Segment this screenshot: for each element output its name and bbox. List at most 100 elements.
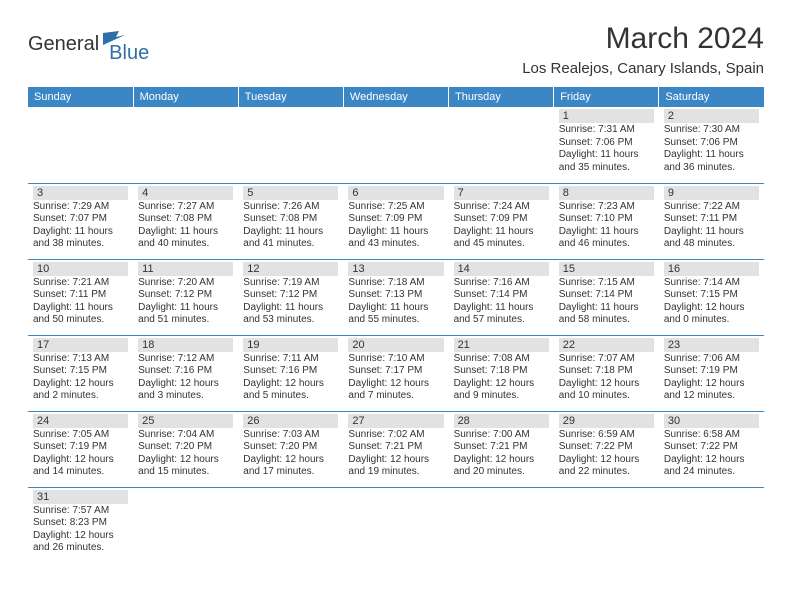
sunrise-text: Sunrise: 7:27 AM [138,201,233,214]
day-details: Sunrise: 6:58 AMSunset: 7:22 PMDaylight:… [664,428,759,479]
location: Los Realejos, Canary Islands, Spain [522,60,764,77]
calendar-cell: 5Sunrise: 7:26 AMSunset: 7:08 PMDaylight… [238,183,343,259]
logo: General Blue [28,24,149,65]
day-details: Sunrise: 7:29 AMSunset: 7:07 PMDaylight:… [33,200,128,251]
calendar-cell [343,107,448,183]
day-details: Sunrise: 7:31 AMSunset: 7:06 PMDaylight:… [559,123,654,174]
sunrise-text: Sunrise: 7:26 AM [243,201,338,214]
daylight-text: Daylight: 11 hours and 41 minutes. [243,226,338,251]
daylight-text: Daylight: 11 hours and 43 minutes. [348,226,443,251]
calendar-cell: 25Sunrise: 7:04 AMSunset: 7:20 PMDayligh… [133,411,238,487]
day-header: Tuesday [238,87,343,107]
sunrise-text: Sunrise: 7:21 AM [33,277,128,290]
calendar-body: 1Sunrise: 7:31 AMSunset: 7:06 PMDaylight… [28,107,764,563]
day-details: Sunrise: 7:26 AMSunset: 7:08 PMDaylight:… [243,200,338,251]
daylight-text: Daylight: 12 hours and 9 minutes. [454,378,549,403]
day-details: Sunrise: 7:23 AMSunset: 7:10 PMDaylight:… [559,200,654,251]
sunset-text: Sunset: 7:22 PM [559,441,654,454]
calendar-cell: 7Sunrise: 7:24 AMSunset: 7:09 PMDaylight… [449,183,554,259]
sunset-text: Sunset: 7:20 PM [243,441,338,454]
calendar-row: 1Sunrise: 7:31 AMSunset: 7:06 PMDaylight… [28,107,764,183]
day-header: Thursday [449,87,554,107]
sunset-text: Sunset: 7:11 PM [33,289,128,302]
sunrise-text: Sunrise: 7:15 AM [559,277,654,290]
day-details: Sunrise: 7:15 AMSunset: 7:14 PMDaylight:… [559,276,654,327]
day-number: 10 [33,262,128,276]
sunrise-text: Sunrise: 7:16 AM [454,277,549,290]
daylight-text: Daylight: 12 hours and 7 minutes. [348,378,443,403]
sunrise-text: Sunrise: 6:58 AM [664,429,759,442]
sunrise-text: Sunrise: 7:04 AM [138,429,233,442]
calendar-cell: 19Sunrise: 7:11 AMSunset: 7:16 PMDayligh… [238,335,343,411]
sunset-text: Sunset: 7:08 PM [243,213,338,226]
sunrise-text: Sunrise: 7:18 AM [348,277,443,290]
sunset-text: Sunset: 7:18 PM [454,365,549,378]
calendar-cell: 14Sunrise: 7:16 AMSunset: 7:14 PMDayligh… [449,259,554,335]
calendar-cell [449,487,554,563]
sunrise-text: Sunrise: 7:12 AM [138,353,233,366]
sunset-text: Sunset: 7:12 PM [138,289,233,302]
daylight-text: Daylight: 11 hours and 36 minutes. [664,149,759,174]
day-details: Sunrise: 7:02 AMSunset: 7:21 PMDaylight:… [348,428,443,479]
sunset-text: Sunset: 7:15 PM [664,289,759,302]
day-number: 29 [559,414,654,428]
sunset-text: Sunset: 7:09 PM [454,213,549,226]
day-number: 25 [138,414,233,428]
daylight-text: Daylight: 12 hours and 12 minutes. [664,378,759,403]
calendar-cell: 2Sunrise: 7:30 AMSunset: 7:06 PMDaylight… [659,107,764,183]
daylight-text: Daylight: 12 hours and 19 minutes. [348,454,443,479]
calendar-table: Sunday Monday Tuesday Wednesday Thursday… [28,87,764,563]
sunset-text: Sunset: 7:13 PM [348,289,443,302]
sunrise-text: Sunrise: 7:14 AM [664,277,759,290]
sunrise-text: Sunrise: 7:13 AM [33,353,128,366]
day-header: Wednesday [343,87,448,107]
sunrise-text: Sunrise: 7:57 AM [33,505,128,518]
day-header: Friday [554,87,659,107]
day-header-row: Sunday Monday Tuesday Wednesday Thursday… [28,87,764,107]
sunset-text: Sunset: 7:07 PM [33,213,128,226]
sunrise-text: Sunrise: 7:19 AM [243,277,338,290]
day-number: 27 [348,414,443,428]
calendar-cell: 11Sunrise: 7:20 AMSunset: 7:12 PMDayligh… [133,259,238,335]
day-number: 9 [664,186,759,200]
daylight-text: Daylight: 12 hours and 5 minutes. [243,378,338,403]
month-title: March 2024 [522,22,764,56]
calendar-cell: 30Sunrise: 6:58 AMSunset: 7:22 PMDayligh… [659,411,764,487]
day-number: 11 [138,262,233,276]
sunrise-text: Sunrise: 7:11 AM [243,353,338,366]
daylight-text: Daylight: 12 hours and 26 minutes. [33,530,128,555]
daylight-text: Daylight: 12 hours and 17 minutes. [243,454,338,479]
sunset-text: Sunset: 7:22 PM [664,441,759,454]
sunset-text: Sunset: 7:06 PM [559,137,654,150]
day-details: Sunrise: 7:19 AMSunset: 7:12 PMDaylight:… [243,276,338,327]
day-details: Sunrise: 7:22 AMSunset: 7:11 PMDaylight:… [664,200,759,251]
day-details: Sunrise: 7:06 AMSunset: 7:19 PMDaylight:… [664,352,759,403]
sunset-text: Sunset: 7:09 PM [348,213,443,226]
calendar-cell: 27Sunrise: 7:02 AMSunset: 7:21 PMDayligh… [343,411,448,487]
day-details: Sunrise: 6:59 AMSunset: 7:22 PMDaylight:… [559,428,654,479]
daylight-text: Daylight: 11 hours and 48 minutes. [664,226,759,251]
calendar-cell [343,487,448,563]
daylight-text: Daylight: 11 hours and 57 minutes. [454,302,549,327]
calendar-cell [133,487,238,563]
calendar-cell: 1Sunrise: 7:31 AMSunset: 7:06 PMDaylight… [554,107,659,183]
sunrise-text: Sunrise: 7:08 AM [454,353,549,366]
sunrise-text: Sunrise: 7:23 AM [559,201,654,214]
calendar-cell [133,107,238,183]
day-number: 28 [454,414,549,428]
day-details: Sunrise: 7:13 AMSunset: 7:15 PMDaylight:… [33,352,128,403]
sunset-text: Sunset: 7:11 PM [664,213,759,226]
sunrise-text: Sunrise: 7:24 AM [454,201,549,214]
day-number: 2 [664,109,759,123]
day-details: Sunrise: 7:14 AMSunset: 7:15 PMDaylight:… [664,276,759,327]
day-details: Sunrise: 7:20 AMSunset: 7:12 PMDaylight:… [138,276,233,327]
day-number: 8 [559,186,654,200]
sunset-text: Sunset: 7:19 PM [33,441,128,454]
sunrise-text: Sunrise: 7:07 AM [559,353,654,366]
calendar-row: 17Sunrise: 7:13 AMSunset: 7:15 PMDayligh… [28,335,764,411]
day-number: 5 [243,186,338,200]
day-details: Sunrise: 7:00 AMSunset: 7:21 PMDaylight:… [454,428,549,479]
calendar-row: 31Sunrise: 7:57 AMSunset: 8:23 PMDayligh… [28,487,764,563]
day-details: Sunrise: 7:10 AMSunset: 7:17 PMDaylight:… [348,352,443,403]
calendar-cell: 4Sunrise: 7:27 AMSunset: 7:08 PMDaylight… [133,183,238,259]
